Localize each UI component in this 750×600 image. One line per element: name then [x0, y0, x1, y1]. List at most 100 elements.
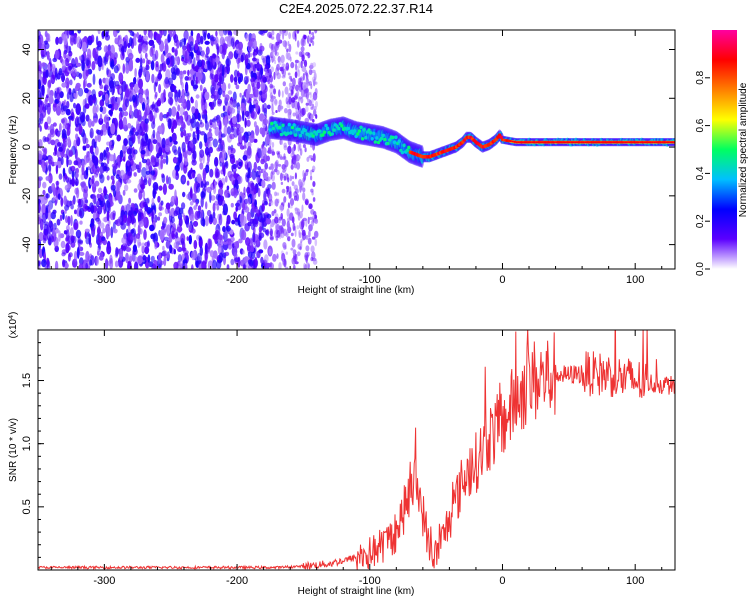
noise-speck: [104, 55, 107, 66]
scatter-speck: [296, 40, 300, 48]
ridge-core: [340, 124, 344, 128]
noise-speck: [63, 195, 67, 206]
noise-speck: [186, 193, 191, 200]
noise-speck: [136, 32, 140, 39]
scatter-speck: [298, 51, 303, 58]
noise-speck: [84, 79, 87, 87]
scatter-speck: [286, 48, 289, 53]
noise-speck: [200, 191, 205, 198]
noise-speck: [119, 248, 124, 261]
noise-speck: [224, 115, 228, 128]
noise-speck: [223, 164, 226, 177]
scatter-speck: [282, 169, 286, 173]
noise-speck: [78, 123, 83, 136]
noise-speck: [195, 55, 200, 62]
noise-speck: [38, 199, 41, 204]
noise-speck: [76, 246, 80, 259]
scatter-speck: [275, 41, 280, 46]
noise-speck: [242, 263, 247, 269]
noise-speck: [182, 176, 186, 182]
ridge-line: [653, 141, 656, 144]
noise-speck: [75, 82, 81, 89]
ridge-line: [644, 141, 646, 144]
noise-speck: [223, 230, 228, 242]
ridge-line: [544, 141, 547, 144]
noise-speck: [240, 102, 245, 110]
scatter-speck: [270, 36, 275, 40]
ridge-line: [623, 141, 625, 144]
noise-speck: [54, 260, 59, 269]
scatter-speck: [305, 169, 309, 173]
noise-speck: [110, 58, 115, 70]
noise-speck: [209, 119, 213, 126]
noise-speck: [243, 91, 247, 97]
noise-speck: [191, 106, 196, 114]
noise-speck: [117, 161, 121, 169]
noise-speck: [151, 197, 155, 206]
ridge-line: [526, 141, 528, 144]
noise-speck: [173, 261, 179, 269]
noise-speck: [195, 94, 200, 99]
scatter-speck: [307, 81, 311, 87]
noise-speck: [122, 63, 126, 74]
noise-speck: [218, 30, 225, 37]
noise-speck: [247, 141, 252, 149]
scatter-speck: [274, 49, 278, 56]
noise-speck: [52, 102, 57, 112]
noise-speck: [172, 156, 178, 164]
noise-speck: [139, 228, 143, 235]
scatter-speck: [294, 33, 297, 42]
noise-speck: [133, 188, 138, 193]
noise-speck: [134, 68, 137, 78]
noise-speck: [99, 84, 104, 90]
noise-speck: [85, 166, 89, 176]
noise-speck: [227, 145, 232, 150]
scatter-speck: [312, 78, 316, 87]
noise-speck: [149, 224, 155, 232]
noise-speck: [230, 147, 236, 154]
noise-speck: [56, 218, 61, 226]
scatter-speck: [269, 75, 274, 83]
noise-speck: [166, 57, 170, 65]
noise-speck: [140, 150, 146, 155]
scatter-speck: [307, 98, 311, 103]
ridge-line: [576, 141, 579, 144]
noise-speck: [61, 72, 65, 83]
scatter-speck: [294, 172, 297, 180]
noise-speck: [152, 44, 155, 49]
noise-speck: [216, 147, 221, 152]
ridge-line: [574, 141, 576, 144]
noise-speck: [101, 236, 106, 242]
noise-speck: [62, 167, 66, 177]
noise-speck: [113, 30, 118, 38]
scatter-speck: [292, 112, 297, 117]
noise-speck: [153, 81, 157, 93]
noise-speck: [47, 209, 52, 221]
ridge-line: [584, 141, 587, 144]
noise-speck: [171, 233, 176, 240]
noise-speck: [230, 127, 234, 133]
noise-speck: [96, 200, 100, 206]
ridge-core: [375, 136, 379, 140]
ridge-core: [499, 135, 503, 140]
noise-speck: [189, 118, 195, 124]
noise-speck: [232, 159, 235, 164]
scatter-speck: [269, 200, 274, 206]
noise-speck: [264, 114, 268, 119]
noise-speck: [189, 201, 194, 206]
scatter-speck: [296, 225, 300, 230]
noise-speck: [118, 72, 124, 83]
noise-speck: [62, 211, 65, 220]
noise-speck: [220, 113, 225, 118]
noise-speck: [219, 73, 222, 83]
noise-speck: [89, 145, 94, 154]
noise-speck: [141, 212, 144, 220]
noise-speck: [182, 111, 188, 116]
ridge-line: [542, 141, 544, 144]
noise-speck: [239, 145, 245, 150]
noise-speck: [261, 127, 266, 138]
ridge-line: [579, 141, 581, 144]
noise-speck: [262, 118, 269, 126]
scatter-speck: [300, 239, 303, 243]
scatter-speck: [287, 223, 291, 233]
